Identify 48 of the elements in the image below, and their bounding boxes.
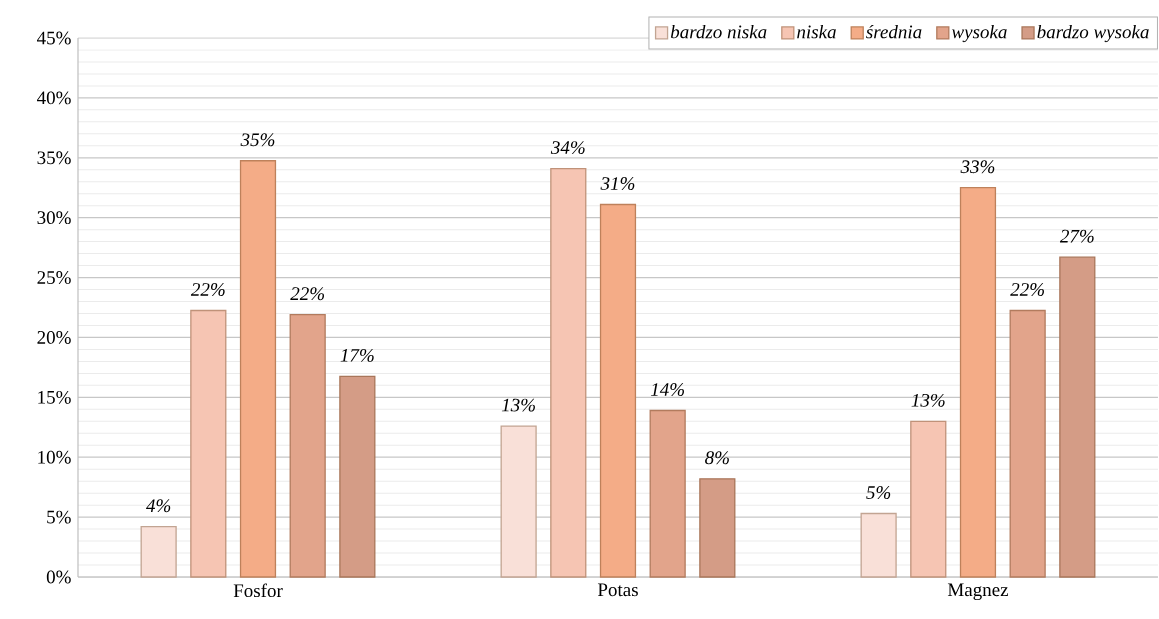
data-label: 22% (290, 287, 324, 301)
y-tick-label: 20% (37, 331, 71, 344)
legend-label: niska (797, 24, 836, 39)
legend-label: wysoka (951, 24, 1007, 43)
bar (860, 512, 897, 578)
data-label: 14% (650, 383, 684, 396)
data-label: 8% (705, 451, 729, 465)
data-label: 33% (960, 160, 995, 174)
bar (140, 526, 177, 578)
y-tick-label: 30% (37, 211, 71, 225)
legend-label: bardzo niska (670, 24, 767, 39)
bar (550, 167, 587, 578)
bar (1059, 256, 1096, 578)
y-tick-label: 10% (38, 450, 71, 464)
y-tick-label: 0% (46, 570, 71, 584)
y-tick-label: 40% (37, 91, 71, 105)
data-label: 27% (1059, 229, 1094, 243)
bar (190, 309, 227, 578)
bar (289, 314, 326, 578)
bar (649, 409, 686, 578)
bar (239, 160, 277, 578)
data-label: 22% (1010, 283, 1044, 296)
data-label: 22% (190, 283, 225, 296)
bar (959, 187, 997, 578)
legend-label: średnia (866, 24, 922, 39)
legend-label: bardzo wysoka (1037, 24, 1149, 43)
data-label: 13% (911, 393, 945, 407)
x-tick-label: Magnez (947, 583, 1009, 601)
y-tick-label: 35% (37, 151, 71, 165)
bar (910, 420, 947, 578)
x-tick-label: Potas (597, 583, 638, 597)
y-tick-label: 15% (38, 390, 71, 404)
bar (339, 375, 376, 578)
y-tick-label: 45% (37, 31, 71, 45)
x-tick-label: Fosfor (233, 583, 283, 598)
data-label: 35% (240, 133, 275, 147)
data-label: 34% (550, 141, 585, 155)
data-label: 17% (340, 348, 374, 362)
bar (500, 425, 537, 578)
bar (699, 478, 736, 578)
y-tick-label: 25% (37, 271, 71, 284)
data-label: 4% (146, 499, 171, 513)
bar (1009, 309, 1046, 578)
data-label: 5% (866, 486, 891, 499)
data-label: 31% (600, 177, 635, 190)
bar (599, 203, 637, 578)
y-tick-label: 5% (47, 510, 71, 524)
data-label: 13% (501, 398, 535, 412)
